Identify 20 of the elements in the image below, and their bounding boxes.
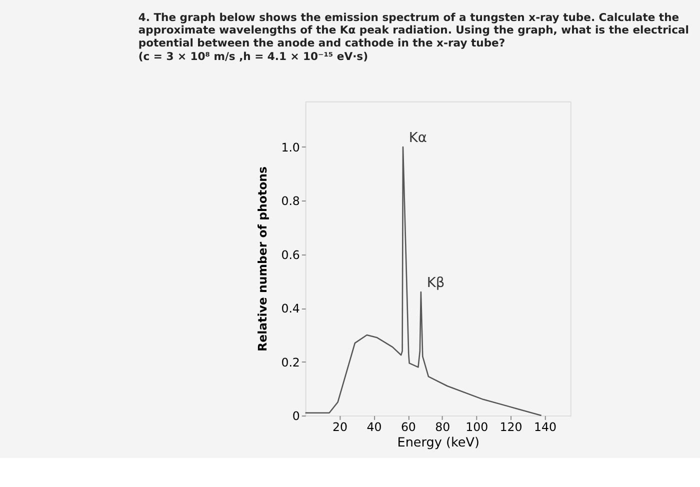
- y-tick-label: 0.4: [281, 302, 300, 316]
- y-tick-label: 1.0: [281, 140, 300, 154]
- x-tick-label: 120: [500, 420, 522, 434]
- chart-subtitle: (c = 3 × 10⁸ m/s ,h = 4.1 × 10⁻¹⁵ eV·s): [138, 50, 368, 64]
- y-tick-label: 0.8: [281, 194, 300, 208]
- x-tick-label: 80: [435, 420, 450, 434]
- x-tick-label: 20: [332, 420, 348, 434]
- y-tick-label: 0: [292, 408, 300, 423]
- annotation: Kα: [408, 130, 427, 146]
- annotation: Kβ: [426, 275, 445, 292]
- y-tick-label: 0.2: [281, 355, 300, 370]
- x-tick-label: 60: [400, 420, 416, 434]
- x-tick-label: 100: [466, 420, 488, 434]
- x-axis-title: Energy (keV): [397, 435, 480, 450]
- x-tick-label: 140: [534, 420, 556, 434]
- y-axis-title: Relative number of photons: [255, 166, 270, 352]
- x-tick-label: 40: [366, 420, 382, 434]
- y-tick-label: 0.6: [281, 248, 300, 262]
- chart-title: 4. The graph below shows the emission spectrum of a tungsten x-ray tube. Calculate the approximate wavelengths of the Kα peak radiation. Using the graph, what is the electrical potential between the anode and cathode in the x-ray tube?: [138, 10, 689, 50]
- line-series: [304, 146, 542, 416]
